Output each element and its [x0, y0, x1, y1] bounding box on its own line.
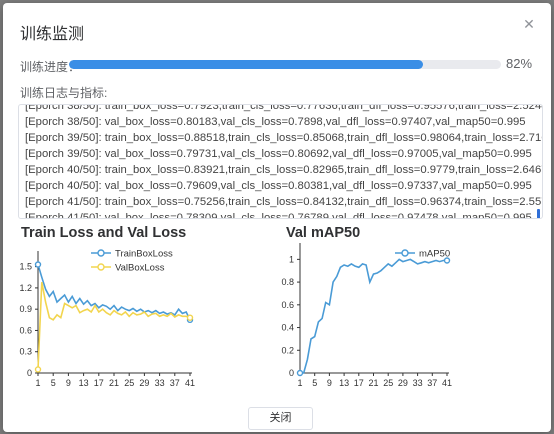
training-monitor-dialog: 训练监测 ✕ 训练进度： 82% 训练日志与指标: [Eporch 38/50]… — [3, 3, 551, 432]
legend-label: mAP50 — [419, 249, 450, 260]
data-point — [443, 257, 451, 264]
y-tick-label: 0 — [27, 368, 32, 378]
log-line: [Eporch 41/50]: val_box_loss=0.78309,val… — [25, 212, 532, 219]
log-line: [Eporch 38/50]: train_box_loss=0.7923,tr… — [25, 104, 543, 112]
y-tick-label: 0.6 — [281, 300, 294, 310]
y-tick-label: 1.5 — [19, 262, 32, 272]
log-label: 训练日志与指标: — [20, 86, 108, 100]
dialog-title: 训练监测 — [20, 26, 85, 43]
series-line-mAP50 — [300, 258, 447, 374]
log-line: [Eporch 40/50]: val_box_loss=0.79609,val… — [25, 180, 532, 192]
x-tick-label: 13 — [79, 378, 89, 388]
close-icon[interactable]: ✕ — [523, 16, 535, 32]
x-tick-label: 1 — [35, 378, 40, 388]
close-button[interactable]: 关闭 — [248, 407, 313, 430]
x-tick-label: 21 — [368, 378, 378, 388]
data-point — [34, 261, 42, 268]
x-tick-label: 17 — [354, 378, 364, 388]
progress-label: 训练进度： — [20, 60, 81, 74]
x-tick-label: 9 — [66, 378, 71, 388]
y-tick-label: 0.4 — [281, 323, 294, 333]
progress-percent-text: 82% — [506, 56, 533, 71]
log-line: [Eporch 41/50]: train_box_loss=0.75256,t… — [25, 196, 543, 208]
log-lines: [Eporch 38/50]: train_box_loss=0.7923,tr… — [25, 104, 543, 219]
legend-label: TrainBoxLoss — [115, 249, 173, 260]
x-tick-label: 17 — [94, 378, 104, 388]
y-tick-label: 0.8 — [281, 277, 294, 287]
data-point — [186, 316, 194, 324]
progress-bar-fill — [69, 60, 424, 69]
x-tick-label: 25 — [124, 378, 134, 388]
x-tick-label: 5 — [312, 378, 317, 388]
y-tick-label: 0.2 — [281, 345, 294, 355]
data-point — [34, 366, 42, 373]
x-tick-label: 33 — [155, 378, 165, 388]
log-line: [Eporch 40/50]: train_box_loss=0.83921,t… — [25, 164, 543, 176]
x-tick-label: 9 — [327, 378, 332, 388]
series-line-TrainBoxLoss — [37, 264, 191, 321]
legend-marker — [401, 249, 409, 257]
map-chart-title: Val mAP50 — [286, 225, 361, 241]
y-tick-label: 0.6 — [19, 325, 32, 335]
log-scrollbar[interactable] — [537, 209, 540, 218]
loss-chart-title: Train Loss and Val Loss — [21, 225, 187, 241]
log-line: [Eporch 38/50]: val_box_loss=0.80183,val… — [25, 116, 526, 128]
data-point — [296, 369, 304, 377]
x-tick-label: 37 — [427, 378, 437, 388]
x-tick-label: 1 — [297, 378, 302, 388]
x-tick-label: 29 — [139, 378, 149, 388]
x-tick-label: 37 — [170, 378, 180, 388]
x-tick-label: 21 — [109, 378, 119, 388]
y-tick-label: 0.3 — [19, 347, 32, 357]
x-tick-label: 41 — [185, 378, 195, 388]
x-tick-label: 13 — [339, 378, 349, 388]
data-point — [186, 314, 194, 321]
legend-label: ValBoxLoss — [115, 263, 165, 274]
y-tick-label: 1.2 — [19, 283, 32, 293]
log-line: [Eporch 39/50]: val_box_loss=0.79731,val… — [25, 148, 532, 160]
series-line-ValBoxLoss — [37, 282, 191, 370]
y-tick-label: 1 — [289, 254, 294, 264]
legend-marker — [97, 249, 105, 257]
training-log-box[interactable]: [Eporch 38/50]: train_box_loss=0.7923,tr… — [18, 104, 543, 219]
progress-bar — [69, 60, 501, 69]
x-tick-label: 5 — [51, 378, 56, 388]
y-tick-label: 0.9 — [19, 304, 32, 314]
legend-marker — [97, 263, 105, 271]
x-tick-label: 41 — [442, 378, 452, 388]
x-tick-label: 29 — [398, 378, 408, 388]
x-tick-label: 33 — [413, 378, 423, 388]
log-line: [Eporch 39/50]: train_box_loss=0.88518,t… — [25, 132, 543, 144]
x-tick-label: 25 — [383, 378, 393, 388]
y-tick-label: 0 — [289, 368, 294, 378]
